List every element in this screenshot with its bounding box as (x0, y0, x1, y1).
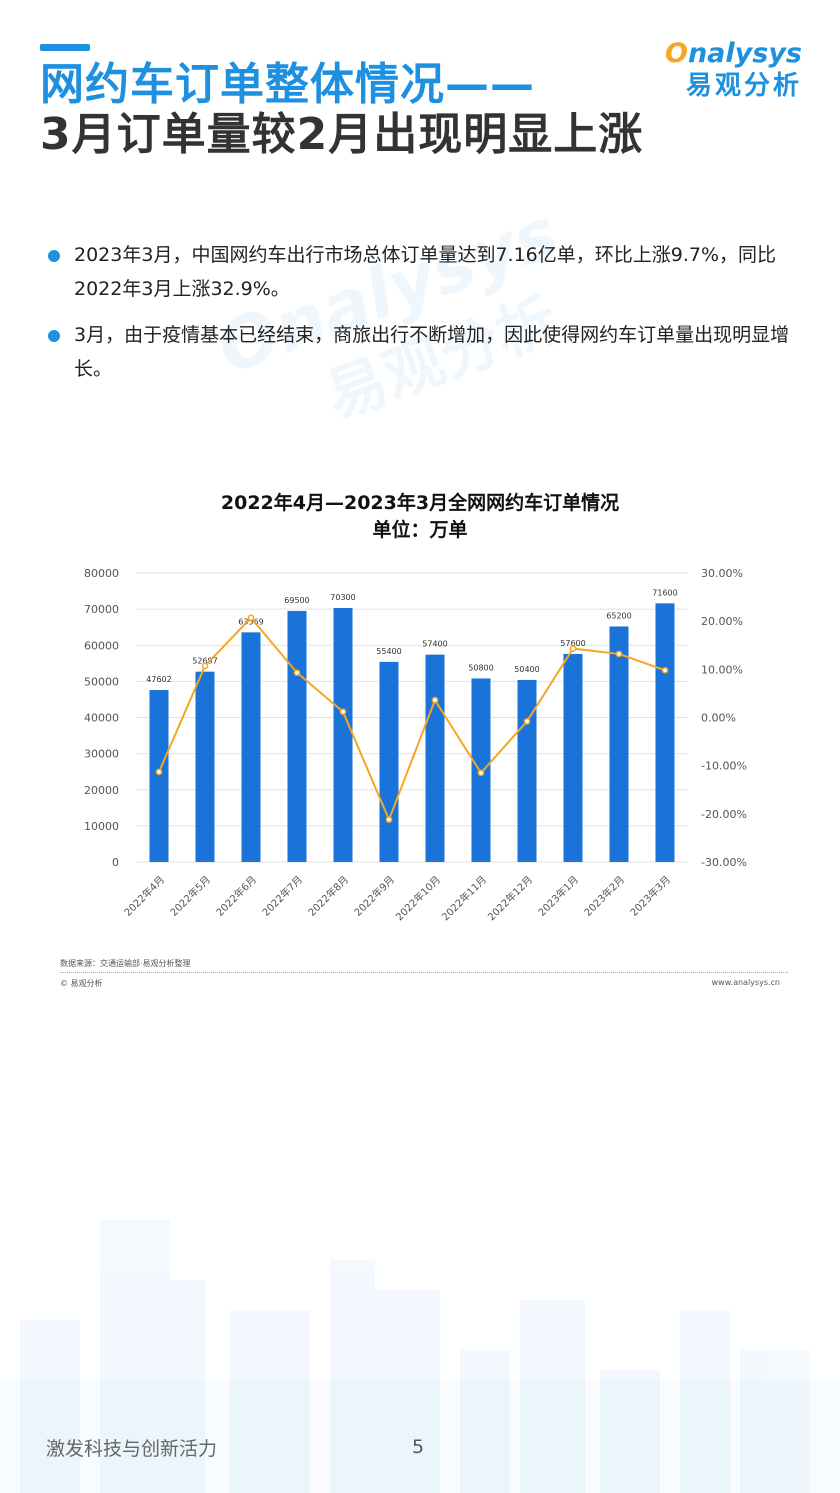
x-tick-label: 2023年2月 (581, 873, 627, 919)
bar (517, 679, 537, 862)
data-source-note: 数据来源：交通运输部·易观分析整理 (60, 959, 191, 968)
chart-title-block: 2022年4月—2023年3月全网网约车订单情况 单位：万单 (0, 490, 840, 544)
bar (333, 608, 353, 862)
bar-value-label: 65200 (606, 611, 631, 620)
x-tick-label: 2022年4月 (121, 873, 167, 919)
y-right-tick-label: 30.00% (701, 567, 743, 580)
bar-value-label: 57600 (560, 639, 585, 648)
bar (241, 632, 261, 862)
bar (609, 626, 629, 862)
growth-point (661, 666, 669, 674)
y-left-tick-label: 60000 (84, 639, 119, 652)
y-left-tick-label: 0 (112, 856, 119, 869)
growth-point (477, 769, 485, 777)
y-left-tick-label: 30000 (84, 748, 119, 761)
website-link: www.analysys.cn (711, 978, 780, 987)
y-right-tick-label: 20.00% (701, 615, 743, 628)
x-tick-label: 2022年5月 (167, 873, 213, 919)
growth-line (158, 616, 666, 823)
growth-point (523, 718, 531, 725)
footer-divider (60, 972, 788, 973)
y-left-tick-label: 20000 (84, 784, 119, 797)
summary-bullets: 2023年3月，中国网约车出行市场总体订单量达到7.16亿单，环比上涨9.7%，… (48, 238, 808, 398)
growth-point (569, 645, 577, 652)
y-right-tick-label: 10.00% (701, 663, 743, 676)
growth-point (155, 768, 163, 776)
bar (563, 653, 583, 862)
x-tick-label: 2022年11月 (439, 873, 489, 923)
bar-value-label: 63569 (238, 617, 263, 626)
copyright-note: © 易观分析 (60, 979, 103, 988)
y-right-tick-label: -30.00% (701, 856, 747, 869)
x-tick-label: 2023年1月 (535, 873, 581, 919)
bar-value-label: 52687 (192, 657, 217, 666)
bar-value-label: 71600 (652, 588, 677, 597)
chart-title: 2022年4月—2023年3月全网网约车订单情况 (220, 492, 620, 514)
bar (287, 610, 307, 862)
growth-point (431, 696, 439, 704)
page-number: 5 (412, 1436, 425, 1458)
bar (379, 661, 399, 862)
city-skyline-background (20, 1220, 810, 1493)
bullet-dot-icon (48, 250, 60, 262)
bar-value-label: 47602 (146, 675, 171, 684)
title-accent-bar (40, 44, 90, 51)
chart-subtitle: 单位：万单 (372, 519, 468, 541)
page-title-line-1: 网约车订单整体情况—— (40, 59, 535, 110)
growth-point (247, 614, 255, 622)
x-tick-label: 2023年3月 (627, 873, 673, 919)
bar (655, 603, 675, 862)
order-chart: 0 10000 20000 30000 40000 50000 60000 70000 8000… (84, 567, 747, 923)
y-right-tick-label: 0.00% (701, 712, 736, 725)
analysys-logo: Onalysys 易观分析 (665, 38, 802, 101)
growth-point (385, 816, 393, 823)
x-tick-label: 2022年9月 (351, 873, 397, 919)
bar-value-label: 70300 (330, 593, 355, 602)
growth-point (201, 662, 209, 670)
growth-point (339, 708, 347, 716)
bar-value-label: 57400 (422, 640, 447, 649)
bar-value-label: 69500 (284, 596, 309, 605)
bar-value-label: 50800 (468, 663, 493, 672)
y-left-tick-label: 40000 (84, 712, 119, 725)
page-title-line-2: 3月订单量较2月出现明显上涨 (40, 109, 644, 160)
x-tick-label: 2022年7月 (259, 873, 305, 919)
bullet-item: 2023年3月，中国网约车出行市场总体订单量达到7.16亿单，环比上涨9.7%，… (48, 238, 808, 306)
bar (425, 654, 445, 862)
x-tick-label: 2022年8月 (305, 873, 351, 919)
y-left-tick-label: 10000 (84, 820, 119, 833)
y-right-tick-label: -10.00% (701, 760, 747, 773)
growth-point (293, 669, 301, 677)
x-tick-label: 2022年10月 (393, 873, 443, 923)
y-left-tick-label: 80000 (84, 567, 119, 580)
x-tick-label: 2022年6月 (213, 873, 259, 919)
bar (195, 671, 215, 862)
bar (149, 690, 169, 862)
bullet-dot-icon (48, 330, 60, 342)
bar-value-label: 55400 (376, 647, 401, 656)
y-left-tick-label: 70000 (84, 603, 119, 616)
footer-slogan: 激发科技与创新活力 (46, 1438, 218, 1460)
bar-value-label: 50400 (514, 665, 539, 674)
y-right-tick-label: -20.00% (701, 808, 747, 821)
y-left-tick-label: 50000 (84, 675, 119, 688)
growth-point (615, 650, 623, 658)
x-tick-label: 2022年12月 (485, 873, 535, 923)
bullet-item: 3月，由于疫情基本已经结束，商旅出行不断增加，因此使得网约车订单量出现明显增长。 (48, 318, 808, 386)
